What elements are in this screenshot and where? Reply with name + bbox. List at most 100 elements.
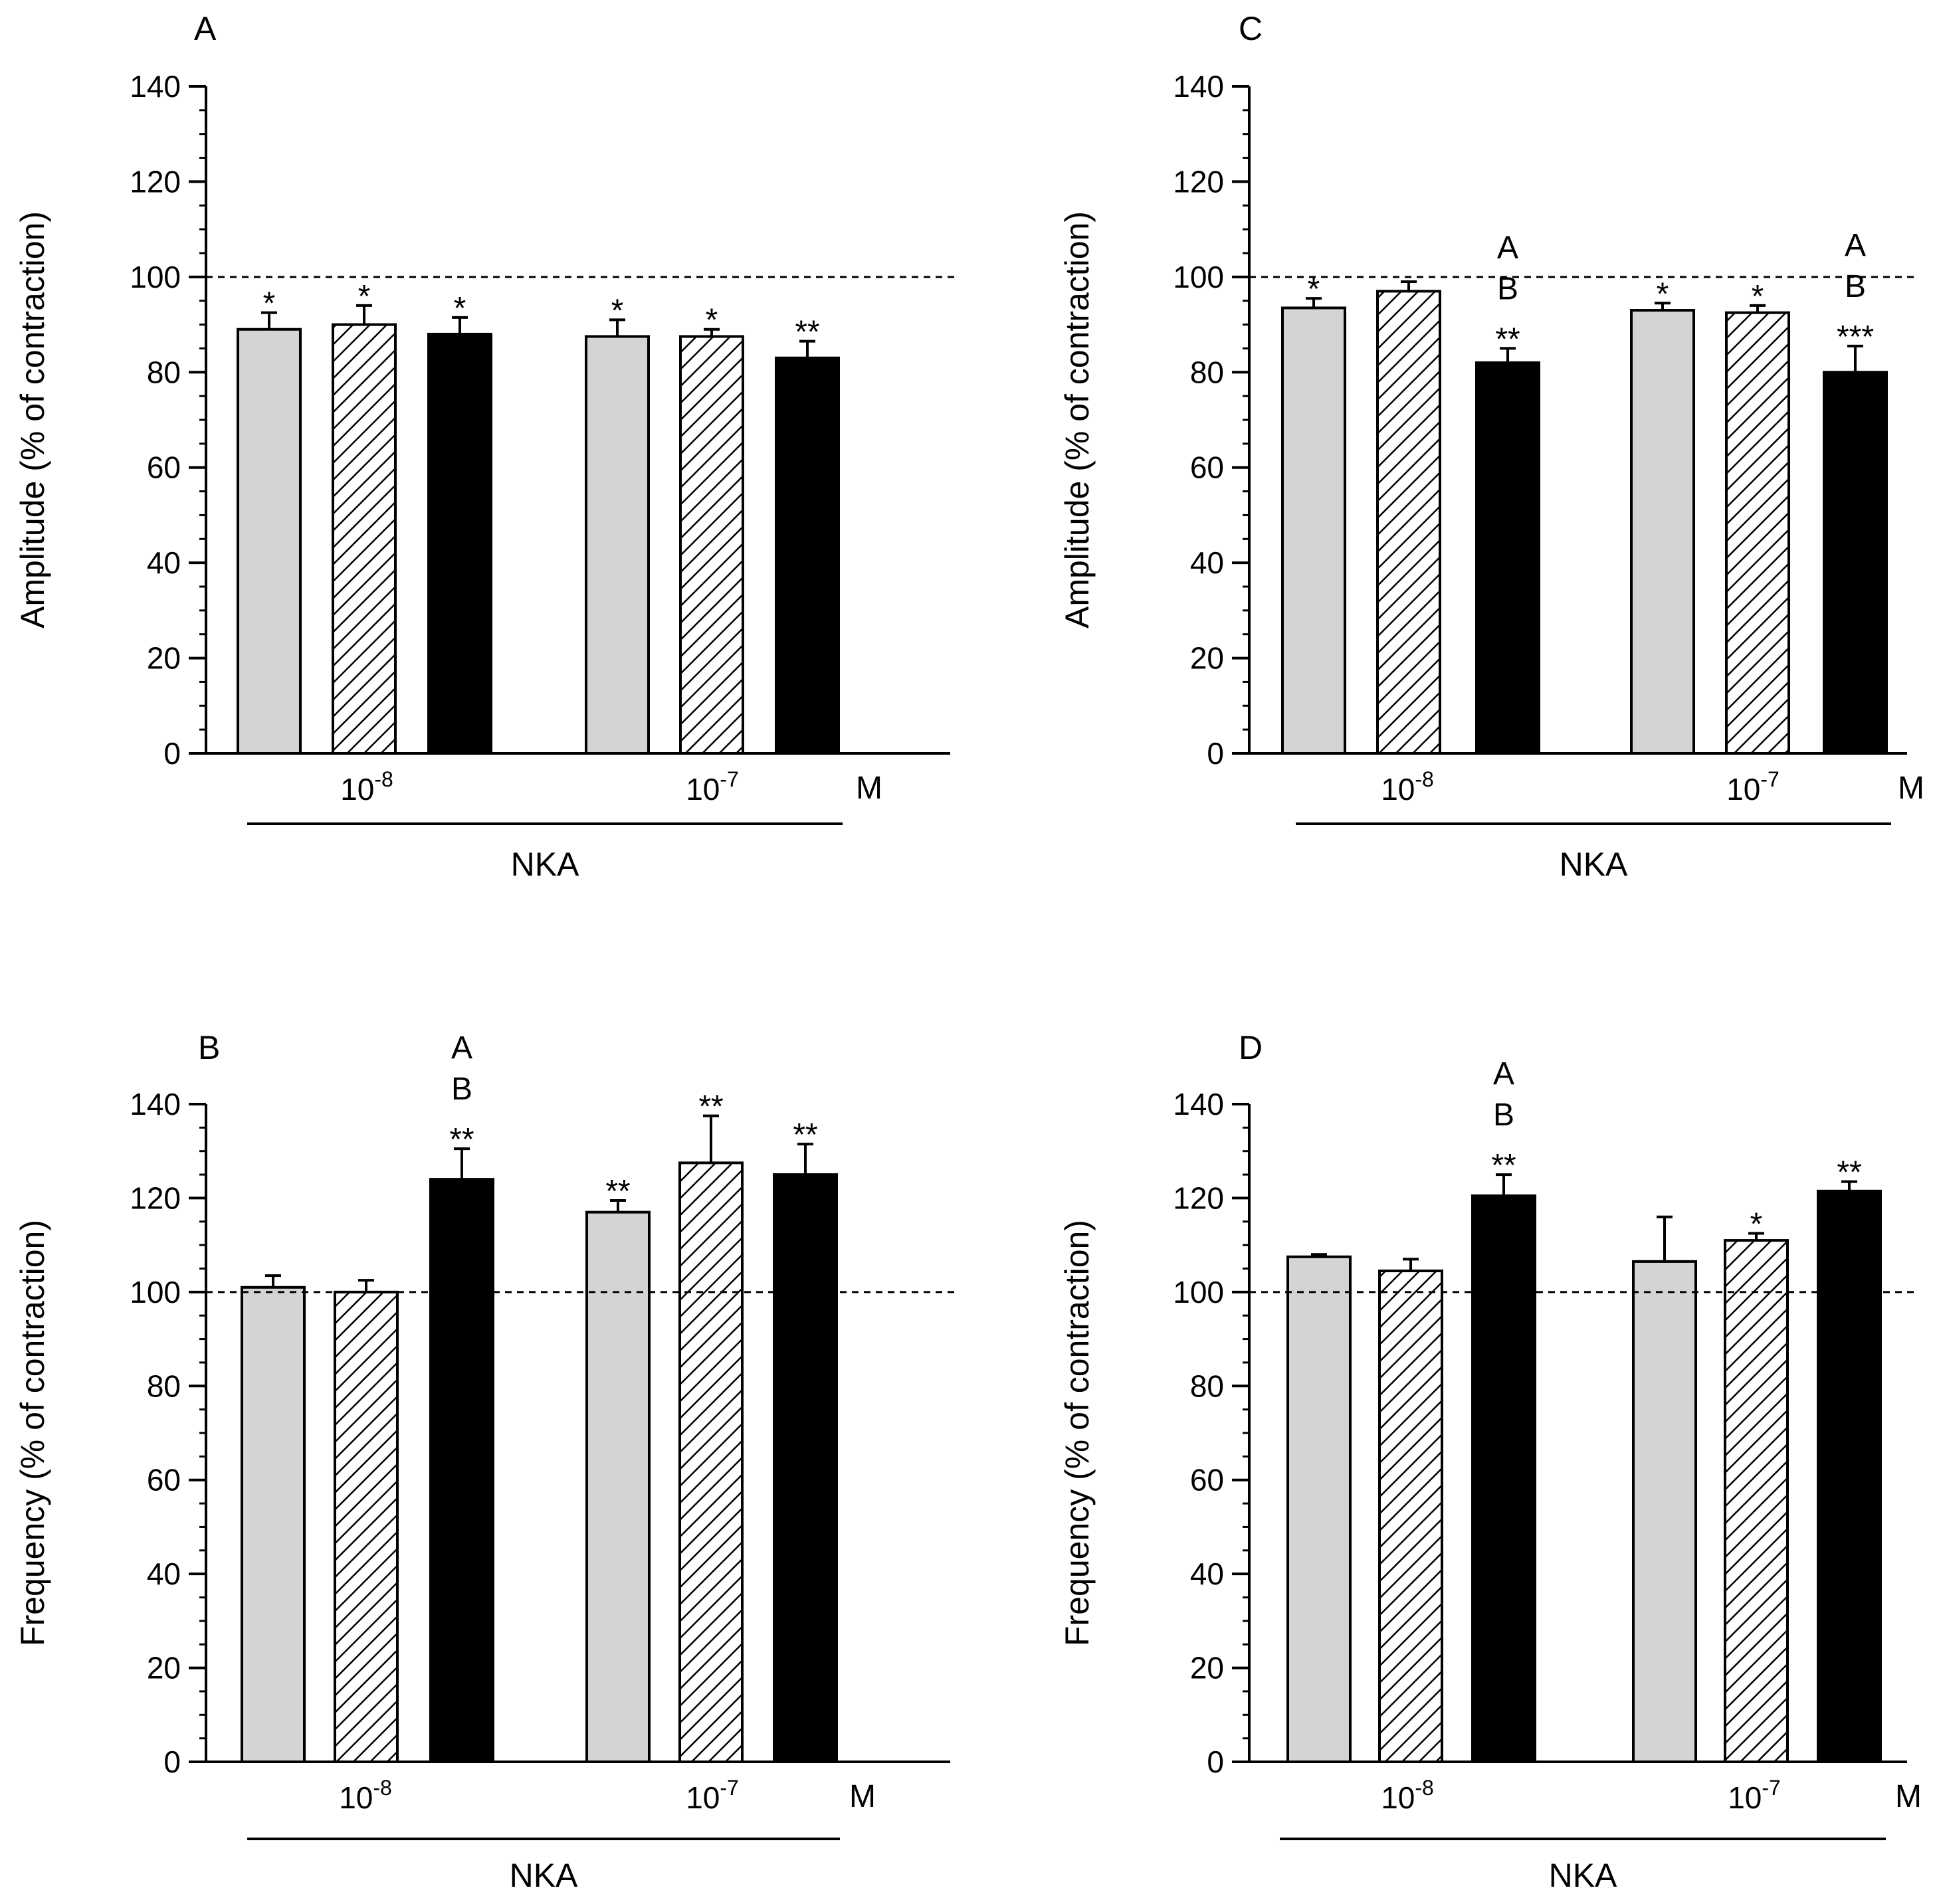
y-tick-label: 140 [130,69,181,104]
y-tick-label: 100 [1173,260,1224,294]
significance-stars: * [358,279,371,314]
y-tick-label: 80 [1190,355,1224,389]
y-tick-label: 40 [147,545,181,580]
y-tick-label: 20 [147,1651,181,1685]
y-tick-label: 120 [1173,1181,1224,1215]
significance-stars: * [706,303,718,338]
group-label: 10-8 [339,1776,392,1815]
bar-black [1823,371,1888,755]
bar-hatched [678,1161,744,1763]
bar-light-gray [585,335,650,755]
bar-black [429,1178,494,1763]
significance-letter: B [1493,1097,1514,1133]
group-label: 10-7 [686,767,739,807]
y-axis-title: Amplitude (% of contraction) [14,211,51,628]
unit-label: M [849,1779,876,1814]
significance-stars: * [1752,279,1764,314]
panel-letter: C [1239,10,1263,47]
bar-black [773,1173,838,1763]
y-tick-label: 60 [147,450,181,485]
significance-stars: *** [1837,320,1874,355]
bar-black [1475,361,1540,755]
y-tick-label: 20 [147,641,181,676]
bar-black [427,332,492,755]
group-label: 10-8 [1381,767,1434,807]
y-tick-label: 100 [1173,1275,1224,1309]
significance-stars: ** [1491,1148,1516,1183]
group-label: 10-7 [1726,767,1780,807]
drug-label: NKA [1560,846,1628,883]
y-tick-label: 40 [1190,545,1224,580]
panel-letter: A [194,10,217,47]
y-axis-title: Amplitude (% of contraction) [1059,211,1096,628]
panel-d: D 0 20 40 60 80 100 120 140 Frequency (% of contr… [1059,1029,1922,1894]
bar-black [1817,1189,1882,1763]
significance-stars: ** [795,315,819,350]
panel-b: B 0 20 40 60 80 100 120 140 Frequency (% of contr… [14,1029,957,1894]
unit-label: M [1895,1779,1922,1814]
significance-stars: * [1308,272,1320,307]
group-label: 10-7 [1728,1776,1781,1815]
significance-stars: * [1750,1206,1763,1242]
significance-stars: ** [698,1090,723,1125]
y-tick-label: 60 [1190,450,1224,485]
significance-letter: A [1493,1056,1514,1092]
bar-light-gray [1281,306,1346,755]
bar-black [1471,1194,1536,1763]
y-tick-label: 80 [1190,1369,1224,1403]
drug-label: NKA [1549,1857,1617,1894]
y-tick-label: 120 [130,1181,181,1215]
y-tick-label: 40 [1190,1557,1224,1591]
y-tick-label: 140 [130,1087,181,1121]
significance-letter: A [1497,230,1518,265]
y-axis-title: Frequency (% of contraction) [1059,1220,1096,1646]
significance-stars: * [263,286,276,322]
y-axis-title: Frequency (% of contraction) [14,1220,51,1646]
y-tick-label: 20 [1190,641,1224,676]
panel-c: C 0 20 40 60 80 100 120 140 Amplitude (% of contr… [1059,10,1924,883]
y-tick-label: 140 [1173,1087,1224,1121]
unit-label: M [856,771,882,806]
bar-light-gray [1630,309,1695,755]
y-tick-label: 0 [163,1745,181,1779]
bar-light-gray [237,328,302,755]
drug-label: NKA [510,1857,578,1894]
panel-letter: D [1239,1029,1263,1066]
y-tick-label: 0 [1207,736,1224,771]
y-tick-label: 120 [1173,164,1224,199]
bar-light-gray [585,1210,651,1763]
bar-hatched [334,1290,399,1764]
significance-stars: ** [605,1174,630,1209]
y-tick-label: 0 [163,736,181,771]
significance-stars: * [1657,276,1669,312]
unit-label: M [1898,771,1924,806]
significance-stars: ** [449,1122,474,1157]
bar-hatched [679,335,744,755]
significance-letter: B [451,1072,472,1107]
significance-stars: * [454,291,466,326]
y-tick-label: 100 [130,1275,181,1309]
y-tick-label: 80 [147,1369,181,1403]
significance-stars: ** [1837,1155,1861,1190]
y-tick-label: 100 [130,260,181,294]
y-tick-label: 60 [1190,1463,1224,1497]
significance-stars: ** [1495,322,1520,357]
significance-stars: ** [793,1117,817,1153]
y-tick-label: 40 [147,1557,181,1591]
y-tick-label: 120 [130,164,181,199]
bar-hatched [1725,311,1790,755]
y-tick-label: 60 [147,1463,181,1497]
bar-light-gray [1632,1260,1697,1763]
drug-label: NKA [511,846,579,883]
group-label: 10-8 [1381,1776,1434,1815]
y-tick-label: 80 [147,355,181,389]
panel-letter: B [198,1029,220,1066]
group-label: 10-8 [340,767,393,807]
significance-letter: A [451,1030,472,1066]
significance-letter: A [1845,228,1866,263]
bar-hatched [332,323,397,755]
group-label: 10-7 [686,1776,739,1815]
significance-stars: * [611,293,624,328]
panel-a: A 0 20 40 60 80 100 120 140 Amplitude (% of contr… [14,10,957,883]
